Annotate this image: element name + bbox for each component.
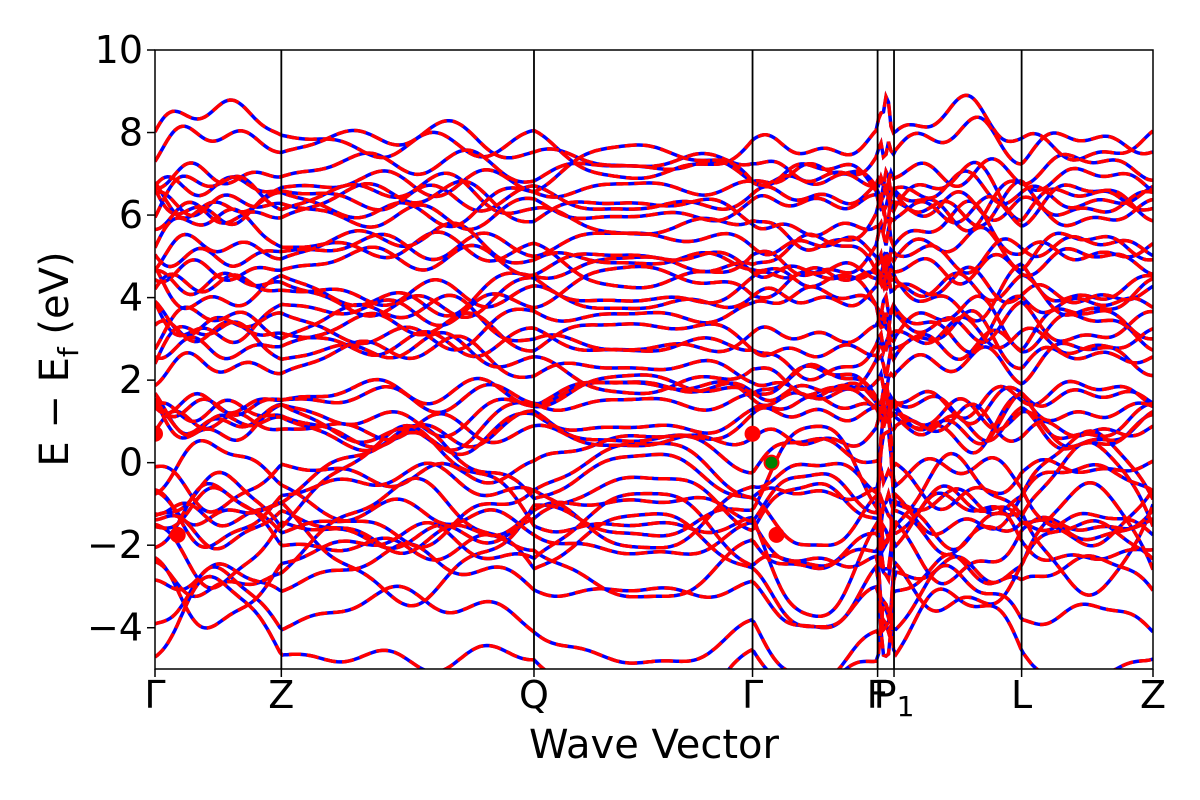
plot-frame <box>154 49 1154 670</box>
band-line-red <box>155 476 1153 659</box>
band-line-red <box>155 423 1153 619</box>
x-tick-label: P1 <box>874 673 915 723</box>
y-axis-label-subscript: f <box>52 346 85 357</box>
band-line-red <box>155 563 1153 669</box>
band-marker <box>768 526 785 543</box>
band-line-red <box>155 285 1153 352</box>
band-line-red <box>155 160 1153 252</box>
y-tick-label: 2 <box>119 358 143 402</box>
y-axis-label-unit: (eV) <box>32 251 78 334</box>
x-tick-label: F <box>867 673 889 717</box>
x-tick-label: Q <box>519 673 549 717</box>
x-tick-label: Γ <box>742 673 763 717</box>
band-line-red <box>155 309 1153 398</box>
band-line-red <box>155 264 1153 354</box>
band-marker <box>169 526 186 543</box>
band-line-red <box>155 334 1153 402</box>
x-tick-label: L <box>1011 673 1032 717</box>
band-line-red <box>155 90 1153 181</box>
band-line-red <box>155 221 1153 289</box>
band-line-red <box>155 199 1153 290</box>
y-ticks: −4 −2 0 2 4 6 8 10 <box>87 28 155 650</box>
y-axis-label-main: E − E <box>32 357 78 467</box>
y-tick-label: 4 <box>119 276 143 320</box>
band-line-blue <box>155 476 1153 659</box>
band-line-red <box>155 392 1153 457</box>
band-marker <box>744 425 761 442</box>
x-axis-label: Wave Vector <box>529 722 780 768</box>
high-symmetry-lines <box>280 50 1023 669</box>
x-tick-label: Z <box>1140 673 1166 717</box>
band-line-red <box>155 251 1153 320</box>
band-lines <box>155 90 1153 669</box>
band-line-red <box>155 143 1153 233</box>
y-tick-label: −2 <box>87 523 143 567</box>
band-line-red <box>155 541 1153 630</box>
band-line-red <box>155 148 1153 196</box>
band-line-red <box>155 574 1153 669</box>
x-tick-label: Z <box>268 673 294 717</box>
band-line-red <box>155 161 1153 229</box>
band-marker <box>155 425 163 442</box>
x-tick-label: Γ <box>144 673 165 717</box>
band-line-blue <box>155 411 1153 550</box>
band-line-red <box>155 364 1153 455</box>
band-line-red <box>155 115 1153 184</box>
band-line-red <box>155 433 1153 514</box>
band-line-red <box>155 232 1153 323</box>
band-line-red <box>155 382 1153 449</box>
band-line-red <box>155 362 1153 452</box>
band-line-red <box>155 423 1153 572</box>
y-tick-label: 0 <box>119 441 143 485</box>
y-tick-label: 8 <box>119 111 143 155</box>
band-line-red <box>155 165 1153 213</box>
x-ticks: Γ Z Q Γ FP1 L Z <box>144 669 1166 723</box>
band-line-red <box>155 231 1153 275</box>
band-line-red <box>155 376 1153 421</box>
band-edge-markers <box>155 425 785 543</box>
band-line-red <box>155 243 1153 291</box>
y-tick-label: 6 <box>119 193 143 237</box>
band-line-red <box>155 183 1153 232</box>
band-line-red <box>155 312 1153 359</box>
band-line-red <box>155 472 1153 557</box>
y-tick-label: −4 <box>87 606 143 650</box>
y-tick-label: 10 <box>95 28 143 72</box>
band-line-red <box>155 491 1153 634</box>
band-line-red <box>155 484 1153 568</box>
y-axis-label: E − Ef (eV) <box>32 251 85 466</box>
band-marker <box>763 454 780 471</box>
